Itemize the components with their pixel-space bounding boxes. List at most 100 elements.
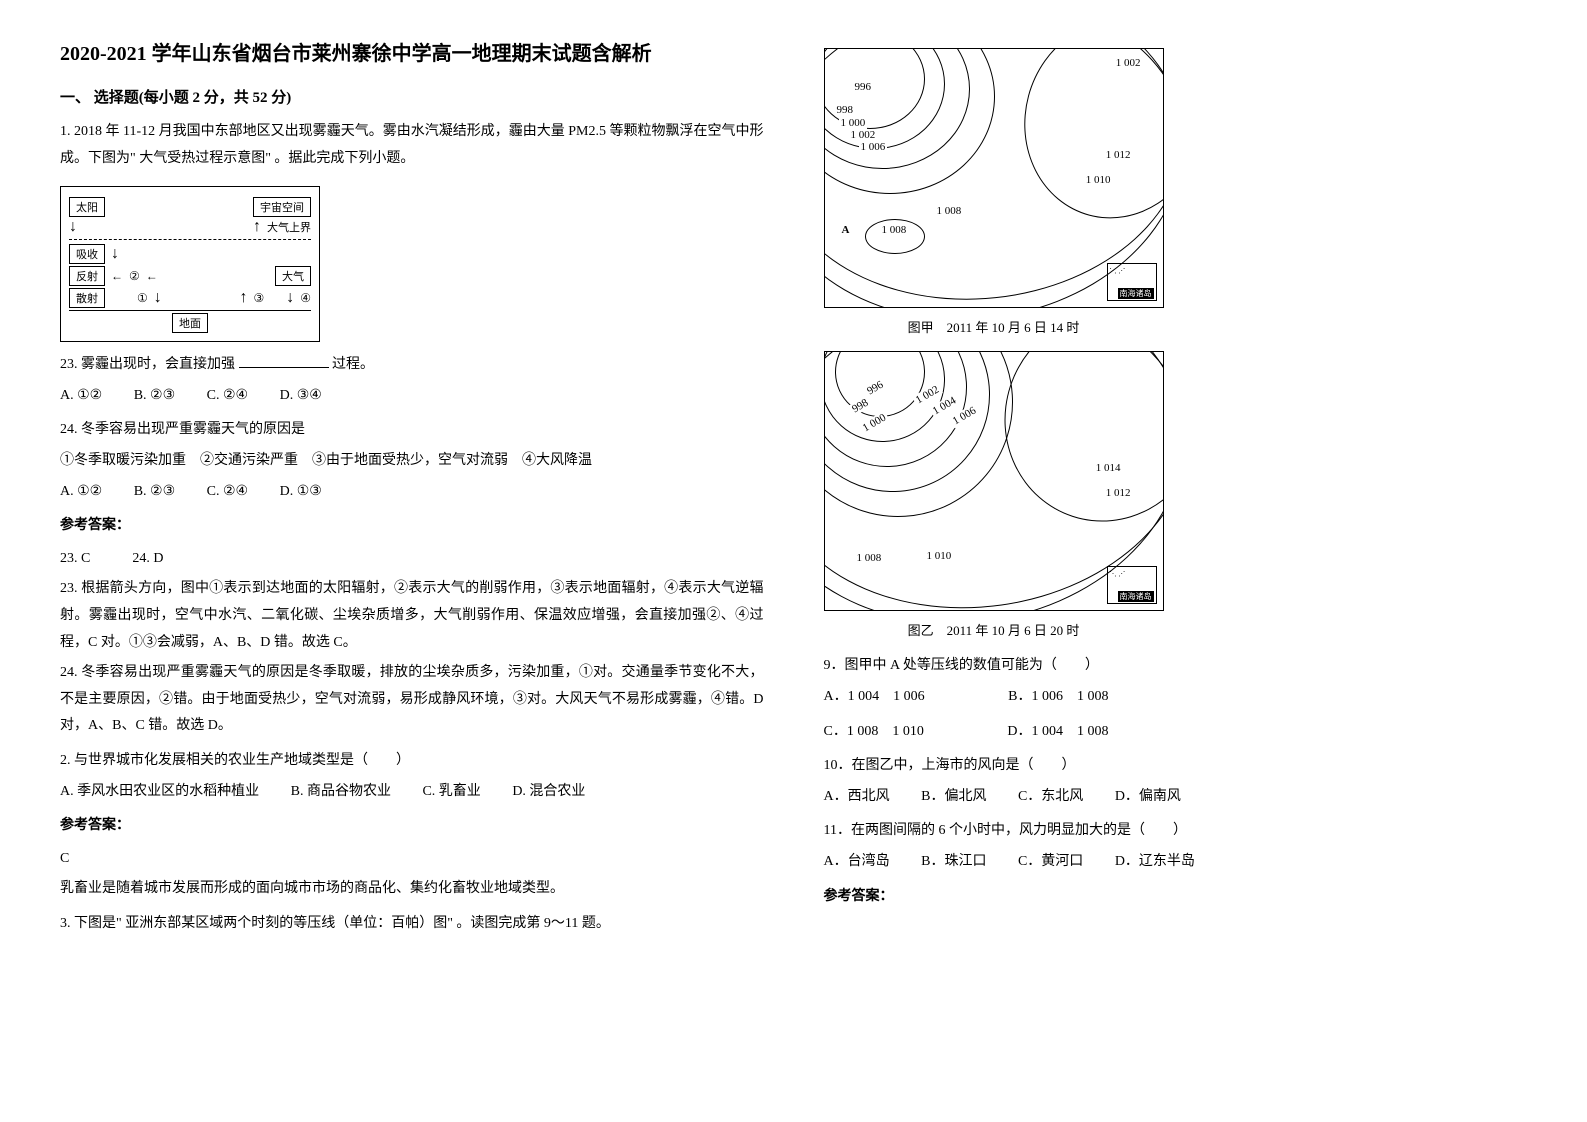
- q23-explanation: 23. 根据箭头方向，图中①表示到达地面的太阳辐射，②表示大气的削弱作用，③表示…: [60, 576, 764, 656]
- isobar-998: 998: [835, 104, 856, 116]
- q11-text: 11．在两图间隔的 6 个小时中，风力明显加大的是（ ）: [824, 818, 1528, 845]
- ground-box: 地面: [172, 313, 208, 333]
- q10-opt-a: A．西北风: [824, 784, 890, 811]
- q9-options-2: C．1 008 1 010 D．1 004 1 008: [824, 719, 1528, 746]
- blank-underline: [239, 354, 329, 368]
- map-jia: 996 998 1 000 1 002 1 006 1 002 1 008 1 …: [824, 48, 1164, 308]
- q10-opt-c: C．东北风: [1018, 784, 1083, 811]
- space-box: 宇宙空间: [253, 197, 311, 217]
- isobar-1002: 1 002: [849, 129, 878, 141]
- up-arrow-icon: ↑: [239, 290, 247, 306]
- q23-prefix: 23. 雾霾出现时，会直接加强: [60, 357, 235, 372]
- up-arrow-icon: ↑: [253, 219, 261, 235]
- q3-stem: 3. 下图是" 亚洲东部某区域两个时刻的等压线（单位：百帕）图" 。读图完成第 …: [60, 911, 764, 938]
- ground-line: [69, 310, 311, 311]
- q2-answer-label: 参考答案：: [60, 813, 764, 840]
- q23-options: A. ①② B. ②③ C. ②④ D. ③④: [60, 383, 764, 410]
- map-yi-caption: 图乙 2011 年 10 月 6 日 20 时: [824, 619, 1164, 644]
- n3-label: ③: [253, 291, 264, 306]
- q9-opt-d: D．1 004 1 008: [1007, 719, 1108, 746]
- exam-title: 2020-2021 学年山东省烟台市莱州寨徐中学高一地理期末试题含解析: [60, 40, 764, 68]
- top-label: 大气上界: [267, 219, 311, 235]
- atmosphere-boundary: [69, 239, 311, 240]
- q23-suffix: 过程。: [332, 357, 374, 372]
- q2-opt-a: A. 季风水田农业区的水稻种植业: [60, 779, 259, 806]
- q9-options: A．1 004 1 006 B．1 006 1 008: [824, 684, 1528, 711]
- q10-opt-b: B．偏北风: [921, 784, 986, 811]
- q24-opt-c: C. ②④: [207, 479, 248, 506]
- isobar-1012b: 1 012: [1104, 487, 1133, 499]
- q9-opt-a: A．1 004 1 006: [824, 684, 925, 711]
- right-column: 996 998 1 000 1 002 1 006 1 002 1 008 1 …: [824, 40, 1528, 941]
- q11-opt-b: B．珠江口: [921, 849, 986, 876]
- q2-opt-b: B. 商品谷物农业: [291, 779, 391, 806]
- inset-label-2: 南海诸岛: [1118, 591, 1154, 602]
- q24-explanation: 24. 冬季容易出现严重雾霾天气的原因是冬季取暖，排放的尘埃杂质多，污染加重，①…: [60, 660, 764, 740]
- q23-opt-b: B. ②③: [134, 383, 175, 410]
- scatter-box: 散射: [69, 288, 105, 308]
- q2-explanation: 乳畜业是随着城市发展而形成的面向城市市场的商品化、集约化畜牧业地域类型。: [60, 876, 764, 903]
- down-arrow-icon: ↓: [69, 219, 77, 235]
- q9-text: 9．图甲中 A 处等压线的数值可能为（ ）: [824, 653, 1528, 680]
- n4-label: ④: [300, 291, 311, 306]
- q9-opt-c: C．1 008 1 010: [824, 719, 924, 746]
- n2-label: ②: [129, 269, 140, 284]
- q11-options: A．台湾岛 B．珠江口 C．黄河口 D．辽东半岛: [824, 849, 1528, 876]
- isobar-1008a: 1 008: [880, 224, 909, 236]
- isobar-1008b: 1 008: [935, 205, 964, 217]
- q24-items: ①冬季取暖污染加重 ②交通污染严重 ③由于地面受热少，空气对流弱 ④大风降温: [60, 448, 764, 475]
- absorb-box: 吸收: [69, 244, 105, 264]
- isobar-1010: 1 010: [1084, 174, 1113, 186]
- isobar-1002r: 1 002: [1114, 57, 1143, 69]
- q23-opt-c: C. ②④: [207, 383, 248, 410]
- down-arrow-icon: ↓: [286, 290, 294, 306]
- section-heading: 一、 选择题(每小题 2 分，共 52 分): [60, 86, 764, 107]
- q24-text: 24. 冬季容易出现严重雾霾天气的原因是: [60, 417, 764, 444]
- q2-opt-d: D. 混合农业: [512, 779, 585, 806]
- inset-box: ⋱ ⋰ 南海诸岛: [1107, 263, 1157, 301]
- isobar-1014b: 1 014: [1094, 462, 1123, 474]
- n1-label: ①: [137, 291, 148, 306]
- isobar-1012: 1 012: [1104, 149, 1133, 161]
- q10-options: A．西北风 B．偏北风 C．东北风 D．偏南风: [824, 784, 1528, 811]
- down-arrow-icon: ↓: [111, 246, 119, 262]
- q10-opt-d: D．偏南风: [1115, 784, 1181, 811]
- q9-opt-b: B．1 006 1 008: [1008, 684, 1108, 711]
- q24-opt-b: B. ②③: [134, 479, 175, 506]
- isobar-1010b: 1 010: [925, 550, 954, 562]
- q3-answer-label: 参考答案：: [824, 884, 1528, 911]
- q24-opt-d: D. ①③: [280, 479, 322, 506]
- q11-opt-c: C．黄河口: [1018, 849, 1083, 876]
- q2-answer: C: [60, 846, 764, 873]
- q1-answer-short: 23. C 24. D: [60, 546, 764, 573]
- page-container: 2020-2021 学年山东省烟台市莱州寨徐中学高一地理期末试题含解析 一、 选…: [60, 40, 1527, 941]
- q24-options: A. ①② B. ②③ C. ②④ D. ①③: [60, 479, 764, 506]
- isobar-1006: 1 006: [859, 141, 888, 153]
- q23-opt-d: D. ③④: [280, 383, 322, 410]
- isobar-996: 996: [853, 81, 874, 93]
- down-arrow-icon: ↓: [154, 290, 162, 306]
- q23-text: 23. 雾霾出现时，会直接加强 过程。: [60, 352, 764, 379]
- isobar-1008b2: 1 008: [855, 552, 884, 564]
- q2-stem: 2. 与世界城市化发展相关的农业生产地域类型是（ ）: [60, 748, 764, 775]
- q11-opt-d: D．辽东半岛: [1115, 849, 1195, 876]
- q1-stem: 1. 2018 年 11-12 月我国中东部地区又出现雾霾天气。雾由水汽凝结形成…: [60, 119, 764, 172]
- q24-opt-a: A. ①②: [60, 479, 102, 506]
- atmos-box: 大气: [275, 266, 311, 286]
- map-yi: 996 998 1 000 1 002 1 004 1 006 1 008 1 …: [824, 351, 1164, 611]
- inset-label: 南海诸岛: [1118, 288, 1154, 299]
- q11-opt-a: A．台湾岛: [824, 849, 890, 876]
- q2-opt-c: C. 乳畜业: [422, 779, 480, 806]
- isobar-1000: 1 000: [839, 117, 868, 129]
- point-a: A: [840, 224, 852, 236]
- sun-box: 太阳: [69, 197, 105, 217]
- inset-box-2: ⋱ ⋰ 南海诸岛: [1107, 566, 1157, 604]
- q1-answer-label: 参考答案：: [60, 513, 764, 540]
- left-column: 2020-2021 学年山东省烟台市莱州寨徐中学高一地理期末试题含解析 一、 选…: [60, 40, 764, 941]
- q23-opt-a: A. ①②: [60, 383, 102, 410]
- heat-process-diagram: 太阳 宇宙空间 ↓ ↑ 大气上界 吸收 ↓ 反射 ← ② ← 大气: [60, 186, 320, 342]
- q10-text: 10．在图乙中，上海市的风向是（ ）: [824, 753, 1528, 780]
- map-jia-caption: 图甲 2011 年 10 月 6 日 14 时: [824, 316, 1164, 341]
- reflect-box: 反射: [69, 266, 105, 286]
- q2-options: A. 季风水田农业区的水稻种植业 B. 商品谷物农业 C. 乳畜业 D. 混合农…: [60, 779, 764, 806]
